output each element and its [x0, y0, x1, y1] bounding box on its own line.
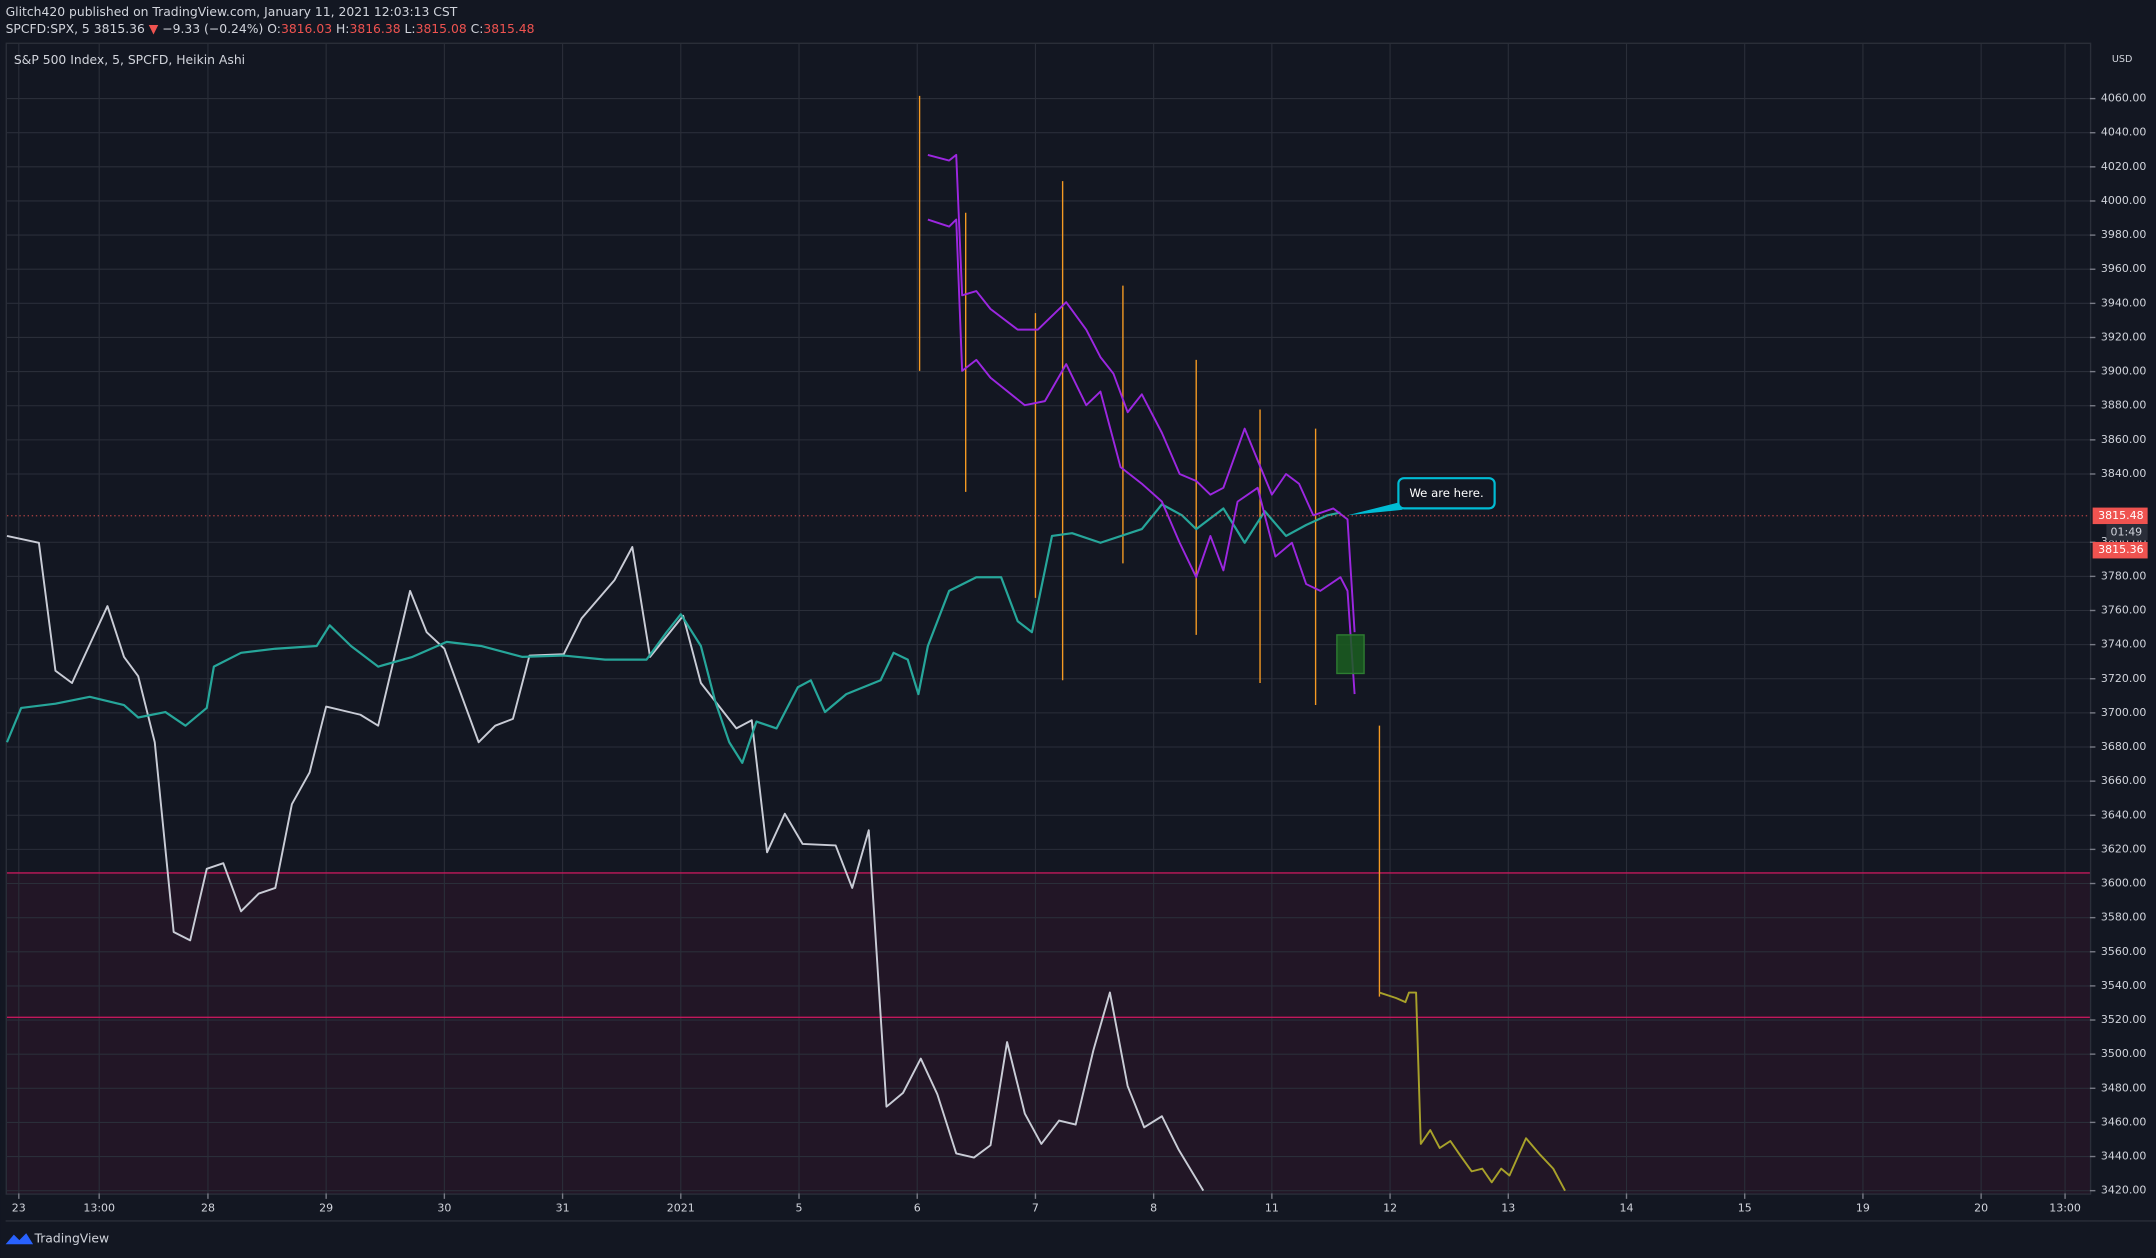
low: 3815.08 — [416, 21, 467, 35]
y-tick-label: 3460.00 — [2101, 1115, 2146, 1128]
y-tick-label: 4000.00 — [2101, 194, 2146, 207]
price-tag — [2092, 541, 2148, 559]
series-line — [927, 153, 1356, 633]
y-tick-label: 4040.00 — [2101, 126, 2146, 139]
x-tick-label: 30 — [437, 1202, 451, 1215]
y-tick-label: 3620.00 — [2101, 842, 2146, 855]
low-label: L: — [405, 21, 416, 35]
y-tick-label: 3680.00 — [2101, 740, 2146, 753]
y-tick-label: 3860.00 — [2101, 433, 2146, 446]
x-tick-label: 13:00 — [83, 1202, 115, 1215]
y-tick-label: 3440.00 — [2101, 1150, 2146, 1163]
y-tick-label: 3640.00 — [2101, 808, 2146, 821]
plot-layer: We are here. — [5, 43, 2090, 1194]
x-tick-label: 12 — [1383, 1202, 1397, 1215]
price-tag-label: 3815.48 — [2098, 509, 2143, 522]
y-tick-label: 3880.00 — [2101, 399, 2146, 412]
y-tick-label: 3720.00 — [2101, 672, 2146, 685]
y-tick-label: 3840.00 — [2101, 467, 2146, 480]
publisher-line: Glitch420 published on TradingView.com, … — [6, 5, 458, 19]
y-tick-label: 3420.00 — [2101, 1184, 2146, 1197]
y-tick-label: 3660.00 — [2101, 774, 2146, 787]
y-tick-label: 3980.00 — [2101, 228, 2146, 241]
x-tick-label: 15 — [1738, 1202, 1752, 1215]
close: 3815.48 — [483, 21, 534, 35]
y-tick-label: 3900.00 — [2101, 365, 2146, 378]
symbol-line: SPCFD:SPX, 5 3815.36 ▼ −9.33 (−0.24%) O:… — [6, 21, 535, 35]
y-tick-label: 3760.00 — [2101, 603, 2146, 616]
series-line — [1379, 991, 1566, 1192]
y-tick-label: 3580.00 — [2101, 911, 2146, 924]
zone — [6, 872, 2090, 1194]
callout-text: We are here. — [1409, 486, 1483, 500]
series-line — [6, 534, 1205, 1192]
x-tick-label: 2021 — [667, 1202, 695, 1215]
x-tick-label: 13 — [1501, 1202, 1515, 1215]
y-tick-label: 3540.00 — [2101, 979, 2146, 992]
symbol: SPCFD:SPX, 5 — [6, 21, 90, 35]
high-label: H: — [336, 21, 349, 35]
logo-icon — [5, 1233, 34, 1245]
y-tick-label: 3700.00 — [2101, 706, 2146, 719]
high: 3816.38 — [349, 21, 400, 35]
x-tick-label: 19 — [1856, 1202, 1870, 1215]
x-tick-label: 20 — [1974, 1202, 1988, 1215]
x-tick-label: 8 — [1150, 1202, 1157, 1215]
callout-pointer — [1347, 501, 1403, 516]
x-tick-label: 13:00 — [2049, 1202, 2081, 1215]
countdown-label: 01:49 — [2111, 525, 2143, 538]
price-tag — [2092, 507, 2148, 525]
open-label: O: — [267, 21, 281, 35]
y-tick-label: 3780.00 — [2101, 569, 2146, 582]
y-tick-label: 3560.00 — [2101, 945, 2146, 958]
y-tick-label: 3960.00 — [2101, 262, 2146, 275]
price-tag-label: 3815.36 — [2098, 543, 2143, 556]
currency: USD — [2112, 54, 2133, 65]
callout-box — [1397, 477, 1496, 510]
footer-brand[interactable]: TradingView — [33, 1231, 109, 1245]
x-tick-label: 11 — [1265, 1202, 1279, 1215]
x-tick-label: 29 — [319, 1202, 333, 1215]
series-line — [5, 503, 1341, 764]
y-tick-label: 3600.00 — [2101, 877, 2146, 890]
x-tick-label: 14 — [1620, 1202, 1634, 1215]
y-tick-label: 4060.00 — [2101, 92, 2146, 105]
x-tick-label: 31 — [556, 1202, 570, 1215]
close-label: C: — [471, 21, 484, 35]
y-tick-label: 3940.00 — [2101, 296, 2146, 309]
y-tick-label: 3920.00 — [2101, 330, 2146, 343]
y-tick-label: 3480.00 — [2101, 1081, 2146, 1094]
x-tick-label: 23 — [12, 1202, 26, 1215]
open: 3816.03 — [281, 21, 332, 35]
y-tick-label: 3500.00 — [2101, 1047, 2146, 1060]
x-tick-label: 28 — [201, 1202, 215, 1215]
price: 3815.36 — [94, 21, 145, 35]
countdown-tag — [2106, 524, 2148, 541]
target-box — [1336, 634, 1365, 675]
chart-title: S&P 500 Index, 5, SPCFD, Heikin Ashi — [14, 53, 245, 67]
y-tick-label: 3740.00 — [2101, 638, 2146, 651]
x-tick-label: 6 — [914, 1202, 921, 1215]
plot-frame — [5, 42, 2092, 1195]
x-tick-label: 5 — [796, 1202, 803, 1215]
x-tick-label: 7 — [1032, 1202, 1039, 1215]
series-line — [927, 218, 1356, 695]
y-tick-label: 3520.00 — [2101, 1013, 2146, 1026]
direction: ▼ — [149, 21, 159, 35]
change: −9.33 (−0.24%) — [162, 21, 263, 35]
y-tick-label: 4020.00 — [2101, 160, 2146, 173]
